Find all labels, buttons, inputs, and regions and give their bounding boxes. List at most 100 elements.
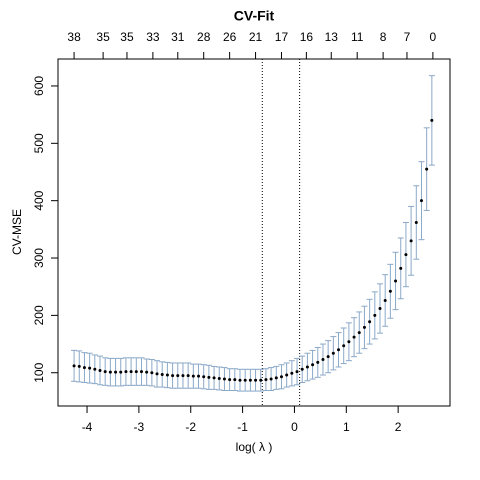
point (383, 298, 387, 302)
top-tick-label: 38 (67, 30, 81, 44)
point (212, 376, 216, 380)
point (404, 253, 408, 257)
point (124, 370, 128, 374)
y-tick-label: 100 (32, 362, 46, 382)
point (305, 365, 309, 369)
point (228, 378, 232, 382)
plot-frame (57, 58, 451, 407)
point (119, 370, 123, 374)
point (155, 372, 159, 376)
chart-title: CV-Fit (234, 8, 275, 24)
point (134, 370, 138, 374)
top-tick-label: 13 (325, 30, 339, 44)
point (337, 348, 341, 352)
point (171, 374, 175, 378)
point (357, 331, 361, 335)
y-tick-label: 200 (32, 305, 46, 325)
point (222, 377, 226, 381)
y-tick-label: 300 (32, 248, 46, 268)
point (145, 370, 149, 374)
point (430, 118, 434, 122)
point (326, 355, 330, 359)
top-tick-label: 26 (223, 30, 237, 44)
top-tick-label: 8 (380, 30, 387, 44)
point (233, 378, 237, 382)
point (88, 366, 92, 370)
point (238, 378, 242, 382)
top-tick-label: 35 (96, 30, 110, 44)
point (254, 378, 258, 382)
y-axis-label: CV-MSE (10, 209, 24, 255)
point (139, 370, 143, 374)
point (93, 367, 97, 371)
point (316, 360, 320, 364)
point (186, 374, 190, 378)
top-tick-label: 17 (275, 30, 289, 44)
point (72, 364, 76, 368)
x-axis-label: log( λ ) (236, 440, 273, 454)
point (160, 372, 164, 376)
point (388, 289, 392, 293)
point (165, 373, 169, 377)
point (331, 351, 335, 355)
x-tick-label: 1 (343, 420, 350, 434)
point (207, 375, 211, 379)
point (98, 368, 102, 372)
point (82, 366, 86, 370)
point (181, 374, 185, 378)
point (197, 374, 201, 378)
point (409, 239, 413, 243)
point (279, 375, 283, 379)
point (347, 340, 351, 344)
y-tick-label: 500 (32, 133, 46, 153)
point (419, 199, 423, 203)
point (414, 220, 418, 224)
point (191, 374, 195, 378)
point (274, 376, 278, 380)
x-tick-label: 2 (395, 420, 402, 434)
x-tick-label: 0 (291, 420, 298, 434)
point (352, 335, 356, 339)
point (378, 306, 382, 310)
point (176, 374, 180, 378)
point (269, 377, 273, 381)
point (373, 313, 377, 317)
point (114, 370, 118, 374)
point (311, 363, 315, 367)
point (295, 370, 299, 374)
top-tick-label: 31 (171, 30, 185, 44)
point (243, 378, 247, 382)
y-tick-label: 600 (32, 76, 46, 96)
x-tick-label: -1 (237, 420, 248, 434)
top-tick-label: 11 (351, 30, 364, 44)
point (202, 375, 206, 379)
point (77, 364, 81, 368)
top-tick-label: 21 (249, 30, 263, 44)
point (290, 371, 294, 375)
point (129, 370, 133, 374)
point (425, 167, 429, 171)
point (264, 378, 268, 382)
x-tick-label: -3 (134, 420, 145, 434)
point (150, 371, 154, 375)
point (103, 370, 107, 374)
x-tick-label: -2 (185, 420, 196, 434)
top-tick-label: 35 (120, 30, 134, 44)
point (362, 325, 366, 329)
point (321, 358, 325, 362)
point (108, 370, 112, 374)
point (368, 320, 372, 324)
point (300, 367, 304, 371)
point (394, 279, 398, 283)
top-tick-label: 16 (300, 30, 314, 44)
top-tick-label: 7 (404, 30, 411, 44)
point (285, 373, 289, 377)
top-tick-label: 28 (197, 30, 211, 44)
top-tick-label: 0 (430, 30, 437, 44)
point (259, 378, 263, 382)
point (217, 376, 221, 380)
x-tick-label: -4 (82, 420, 93, 434)
point (399, 266, 403, 270)
